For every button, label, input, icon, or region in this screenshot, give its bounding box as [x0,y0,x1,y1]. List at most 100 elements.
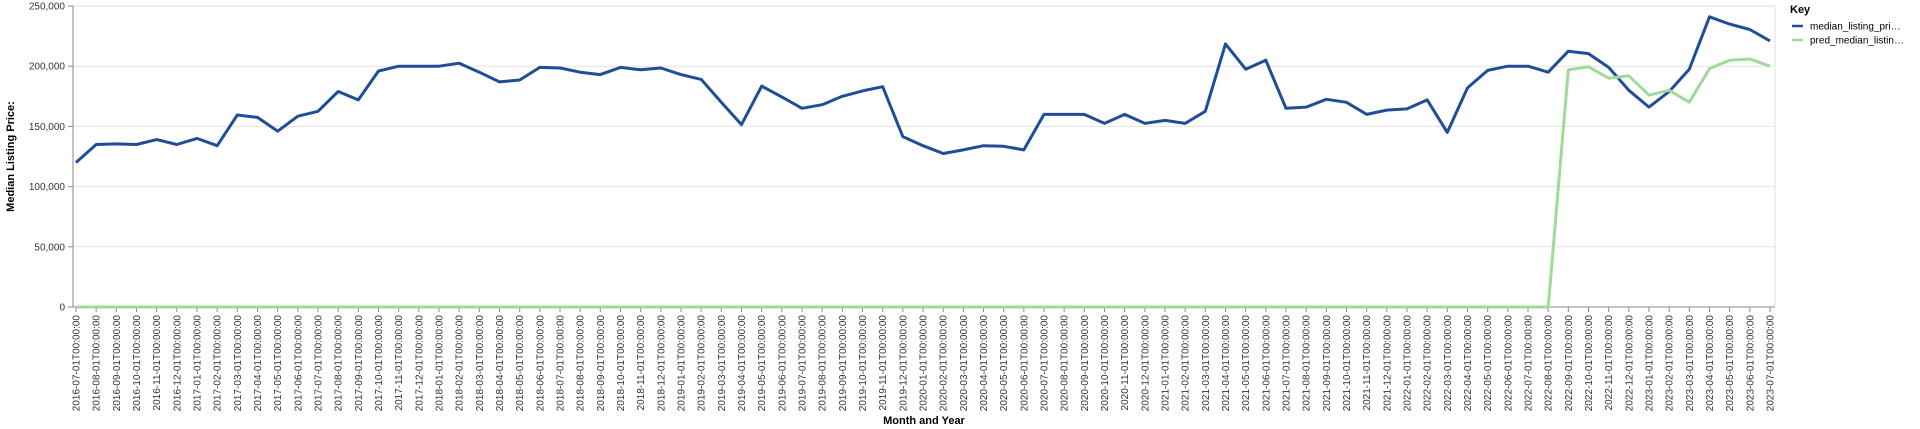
series-line [75,15,1771,164]
x-tick-label: 2016-11-01T00:00:00 [152,315,163,411]
x-tick-label: 2022-12-01T00:00:00 [1624,315,1635,412]
legend: Key median_listing_pri… pred_median_listi… [1790,4,1904,47]
x-tick-label: 2018-02-01T00:00:00 [455,315,466,412]
x-tick-label: 2018-08-01T00:00:00 [576,315,587,412]
x-tick-label: 2021-10-01T00:00:00 [1342,315,1353,412]
series-2 [76,57,1771,309]
x-tick-label: 2017-05-01T00:00:00 [273,315,284,412]
x-tick-label: 2019-03-01T00:00:00 [717,315,728,412]
x-tick-label: 2021-04-01T00:00:00 [1221,315,1232,412]
x-tick-label: 2020-08-01T00:00:00 [1060,315,1071,412]
x-tick-label: 2020-04-01T00:00:00 [979,315,990,412]
x-tick-label: 2017-03-01T00:00:00 [233,315,244,412]
x-tick-label: 2018-05-01T00:00:00 [515,315,526,412]
x-tick-label: 2020-05-01T00:00:00 [999,315,1010,412]
x-tick-label: 2022-04-01T00:00:00 [1463,315,1474,412]
x-tick-label: 2019-08-01T00:00:00 [818,315,829,412]
x-tick-label: 2021-05-01T00:00:00 [1241,315,1252,412]
x-tick-label: 2016-08-01T00:00:00 [92,315,103,412]
legend-title: Key [1790,4,1811,16]
x-tick-label: 2023-06-01T00:00:00 [1745,315,1756,412]
x-tick-label: 2019-01-01T00:00:00 [677,315,688,412]
series-layer [75,15,1771,309]
y-tick-label: 0 [59,303,65,314]
x-tick-label: 2019-12-01T00:00:00 [898,315,909,412]
x-tick-label: 2019-04-01T00:00:00 [737,315,748,412]
x-tick-label: 2023-05-01T00:00:00 [1725,315,1736,412]
x-tick-label: 2017-04-01T00:00:00 [253,315,264,412]
x-tick-label: 2019-09-01T00:00:00 [838,315,849,412]
legend-label: pred_median_listin… [1810,36,1904,47]
x-tick-label: 2022-06-01T00:00:00 [1503,315,1514,412]
x-tick-label: 2020-12-01T00:00:00 [1140,315,1151,412]
x-tick-label: 2016-07-01T00:00:00 [72,315,83,412]
plot-frame [72,5,1776,308]
y-tick-label: 200,000 [29,62,66,73]
x-tick-label: 2020-01-01T00:00:00 [919,315,930,412]
x-tick-label: 2021-01-01T00:00:00 [1161,315,1172,412]
x-tick-label: 2018-12-01T00:00:00 [656,315,667,412]
x-tick-label: 2021-07-01T00:00:00 [1282,315,1293,412]
x-tick-label: 2019-05-01T00:00:00 [757,315,768,412]
legend-label: median_listing_pri… [1810,22,1901,33]
x-tick-label: 2019-07-01T00:00:00 [798,315,809,412]
x-tick-label: 2018-10-01T00:00:00 [616,315,627,412]
x-tick-label: 2018-03-01T00:00:00 [475,315,486,412]
x-tick-label: 2021-06-01T00:00:00 [1261,315,1272,412]
x-tick-label: 2017-11-01T00:00:00 [394,315,405,411]
x-tick-label: 2018-11-01T00:00:00 [636,315,647,411]
y-tick-label: 100,000 [29,182,66,193]
x-tick-label: 2023-04-01T00:00:00 [1705,315,1716,412]
x-tick-label: 2021-02-01T00:00:00 [1181,315,1192,412]
x-tick-label: 2019-02-01T00:00:00 [697,315,708,412]
x-tick-label: 2021-09-01T00:00:00 [1322,315,1333,412]
y-axis: 0 50,000 100,000 150,000 200,000 250,000 [29,2,74,314]
x-tick-label: 2017-09-01T00:00:00 [354,315,365,412]
series-line [76,57,1771,309]
x-tick-label: 2020-11-01T00:00:00 [1120,315,1131,411]
x-tick-label: 2019-11-01T00:00:00 [878,315,889,411]
x-tick-label: 2023-03-01T00:00:00 [1685,315,1696,412]
x-tick-label: 2023-07-01T00:00:00 [1766,315,1777,412]
x-tick-label: 2021-08-01T00:00:00 [1302,315,1313,412]
grid [73,5,1775,308]
x-tick-label: 2018-04-01T00:00:00 [495,315,506,412]
x-tick-label: 2017-02-01T00:00:00 [213,315,224,412]
x-axis: 2016-07-01T00:00:00 2016-08-01T00:00:00 20… [72,306,1777,412]
x-tick-label: 2020-09-01T00:00:00 [1080,315,1091,412]
x-tick-label: 2022-03-01T00:00:00 [1443,315,1454,412]
x-axis-title: Month and Year [883,415,965,427]
series-1 [75,15,1771,164]
x-tick-label: 2018-07-01T00:00:00 [556,315,567,412]
y-tick-label: 50,000 [34,242,65,253]
x-tick-label: 2017-01-01T00:00:00 [193,315,204,412]
x-tick-label: 2017-12-01T00:00:00 [414,315,425,412]
x-tick-label: 2016-10-01T00:00:00 [132,315,143,412]
x-tick-label: 2022-10-01T00:00:00 [1584,315,1595,412]
x-tick-label: 2017-08-01T00:00:00 [334,315,345,412]
y-tick-label: 150,000 [29,122,66,133]
x-tick-label: 2017-10-01T00:00:00 [374,315,385,412]
y-axis-title: Median Listing Price: [5,101,17,212]
x-tick-label: 2022-07-01T00:00:00 [1524,315,1535,412]
x-tick-label: 2016-09-01T00:00:00 [112,315,123,412]
x-tick-label: 2016-12-01T00:00:00 [172,315,183,412]
x-tick-label: 2019-10-01T00:00:00 [858,315,869,412]
x-tick-label: 2022-05-01T00:00:00 [1483,315,1494,412]
x-tick-label: 2018-01-01T00:00:00 [435,315,446,412]
x-tick-label: 2018-09-01T00:00:00 [596,315,607,412]
x-tick-label: 2022-01-01T00:00:00 [1403,315,1414,412]
x-tick-label: 2021-03-01T00:00:00 [1201,315,1212,412]
x-tick-label: 2018-06-01T00:00:00 [535,315,546,412]
x-tick-label: 2021-11-01T00:00:00 [1362,315,1373,411]
x-tick-label: 2017-07-01T00:00:00 [314,315,325,412]
x-tick-label: 2022-11-01T00:00:00 [1604,315,1615,411]
x-tick-label: 2017-06-01T00:00:00 [293,315,304,412]
x-tick-label: 2020-03-01T00:00:00 [959,315,970,412]
x-tick-label: 2020-06-01T00:00:00 [1019,315,1030,412]
x-tick-label: 2020-07-01T00:00:00 [1040,315,1051,412]
x-tick-label: 2020-02-01T00:00:00 [939,315,950,412]
x-tick-label: 2020-10-01T00:00:00 [1100,315,1111,412]
x-tick-label: 2019-06-01T00:00:00 [777,315,788,412]
